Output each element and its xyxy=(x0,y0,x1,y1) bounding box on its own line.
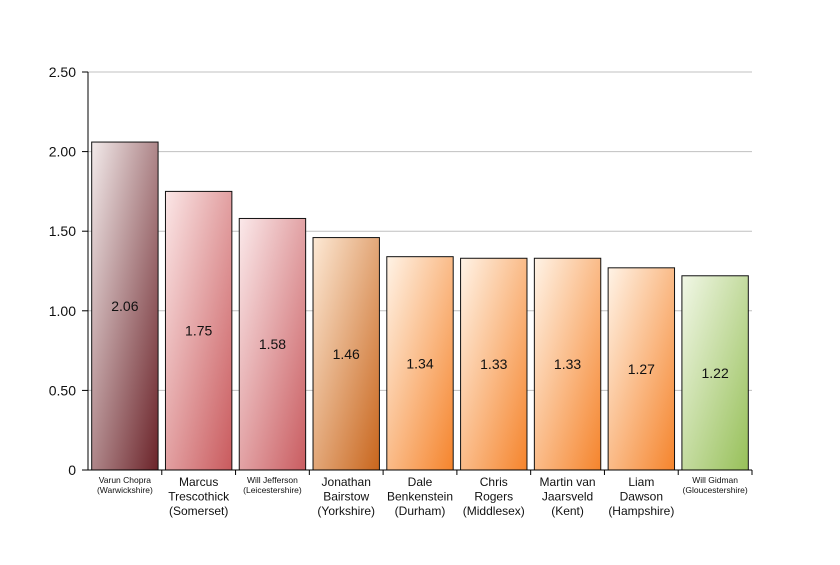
x-tick-label: Dale Benkenstein (Durham) xyxy=(387,475,453,518)
x-tick-label: Marcus Trescothick (Somerset) xyxy=(168,475,230,518)
y-tick-label: 0.50 xyxy=(49,382,76,398)
bar xyxy=(312,237,380,471)
bars xyxy=(91,141,749,471)
x-tick-label: Jonathan Bairstow (Yorkshire) xyxy=(317,475,375,518)
data-label: 1.75 xyxy=(185,323,212,339)
x-tick-label: Will Jefferson (Leicestershire) xyxy=(243,475,302,495)
x-tick-label: Liam Dawson (Hampshire) xyxy=(608,475,674,518)
data-label: 1.34 xyxy=(406,355,433,371)
x-tick-label: Martin van Jaarsveld (Kent) xyxy=(540,475,596,518)
data-label: 1.33 xyxy=(554,356,581,372)
bar xyxy=(607,267,676,471)
bar xyxy=(238,217,307,471)
data-label: 2.06 xyxy=(111,298,138,314)
data-label: 1.58 xyxy=(259,336,286,352)
data-label: 1.46 xyxy=(333,346,360,362)
labels: 0 0.50 1.00 1.50 2.00 2.50 2.06 Varun Chopra (Wa… xyxy=(49,64,748,518)
bar xyxy=(533,257,602,471)
x-tick-label: Varun Chopra (Warwickshire) xyxy=(97,475,153,495)
axes xyxy=(82,71,753,475)
y-tick-label: 1.50 xyxy=(49,223,76,239)
bar xyxy=(91,141,159,471)
x-tick-label: Will Gidman (Gloucestershire) xyxy=(683,475,748,495)
y-tick-label: 2.00 xyxy=(49,144,76,160)
bar xyxy=(386,256,454,471)
data-label: 1.27 xyxy=(628,361,655,377)
data-label: 1.22 xyxy=(701,365,728,381)
y-tick-label: 2.50 xyxy=(49,64,76,80)
bar xyxy=(681,275,749,471)
bar xyxy=(460,257,528,471)
x-tick-label: Chris Rogers (Middlesex) xyxy=(463,475,525,518)
y-tick-label: 0 xyxy=(68,462,76,478)
y-tick-label: 1.00 xyxy=(49,303,76,319)
data-label: 1.33 xyxy=(480,356,507,372)
